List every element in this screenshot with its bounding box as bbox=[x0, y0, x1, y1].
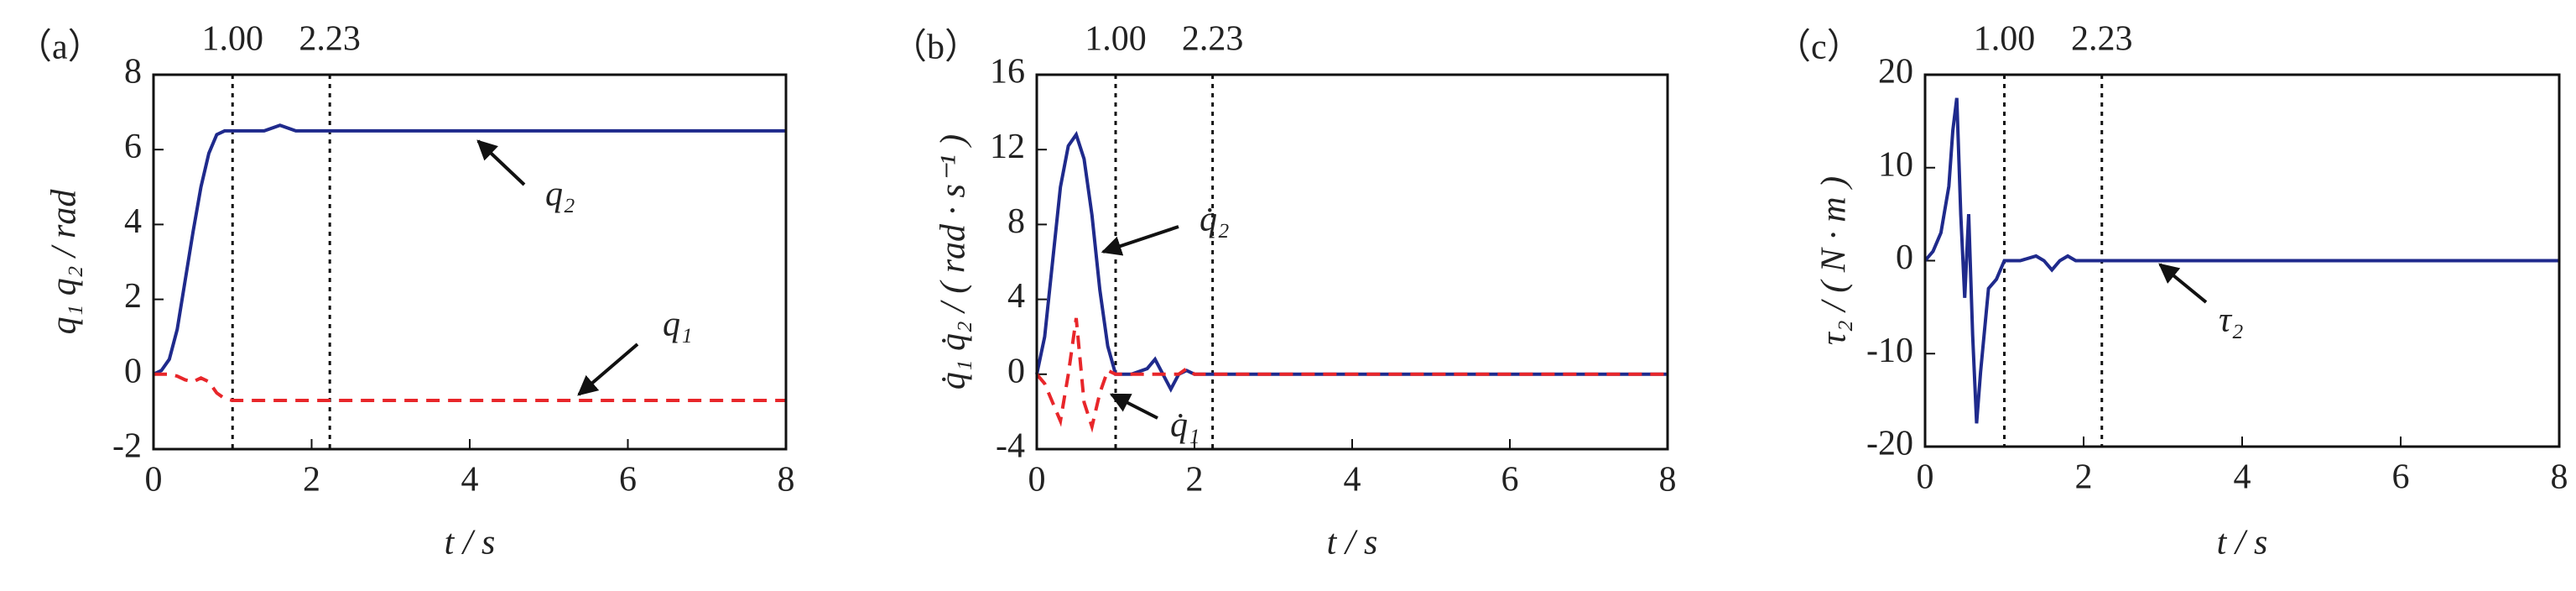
annotation-arrow bbox=[1101, 225, 1179, 256]
x-tick-label: 6 bbox=[1501, 461, 1519, 499]
y-tick-label: 0 bbox=[124, 352, 142, 390]
line bbox=[153, 123, 786, 376]
y-tick-label: -4 bbox=[996, 427, 1025, 466]
y-tick-label: 4 bbox=[1007, 277, 1025, 316]
y-axis-label: q₁ q₂ / rad bbox=[45, 189, 84, 335]
annotation-arrow bbox=[1109, 393, 1158, 420]
y-tick-label: 0 bbox=[1896, 238, 1913, 277]
y-tick-label: 16 bbox=[990, 53, 1025, 92]
annotation-arrow bbox=[577, 343, 639, 396]
y-axis-label: τ₂ / ( N · m ) bbox=[1815, 176, 1854, 345]
line bbox=[1035, 130, 1668, 393]
x-tick-label: 2 bbox=[2075, 458, 2093, 497]
y-tick-label: 2 bbox=[124, 277, 142, 316]
reference-label: 2.23 bbox=[299, 20, 361, 59]
x-axis-label: t / s bbox=[1327, 524, 1378, 562]
x-tick-label: 6 bbox=[2392, 458, 2410, 497]
reference-label: 2.23 bbox=[2071, 20, 2133, 59]
x-axis-label: t / s bbox=[2217, 524, 2268, 562]
panel-label: （a） bbox=[17, 29, 103, 67]
plot-frame bbox=[1035, 73, 1669, 451]
annotation: q̇₂ bbox=[1200, 201, 1230, 239]
y-tick-label: 12 bbox=[990, 128, 1025, 166]
reference-label: 2.23 bbox=[1182, 20, 1244, 59]
reference-label: 1.00 bbox=[1974, 20, 2036, 59]
x-tick-label: 0 bbox=[145, 461, 163, 499]
plot-frame bbox=[1923, 73, 2561, 448]
y-tick-label: 6 bbox=[124, 128, 142, 166]
line bbox=[1035, 317, 1668, 433]
x-tick-label: 8 bbox=[1659, 461, 1677, 499]
y-tick-label: 4 bbox=[124, 202, 142, 241]
panel-label: （c） bbox=[1776, 29, 1862, 67]
reference-label: 1.00 bbox=[1085, 20, 1147, 59]
x-tick-label: 4 bbox=[461, 461, 479, 499]
x-tick-label: 4 bbox=[1344, 461, 1361, 499]
x-tick-label: 4 bbox=[2234, 458, 2251, 497]
annotation-arrow bbox=[2158, 263, 2208, 304]
line bbox=[1923, 97, 2559, 424]
y-tick-label: 20 bbox=[1878, 53, 1913, 92]
y-tick-label: 8 bbox=[124, 53, 142, 92]
x-tick-label: 2 bbox=[303, 461, 320, 499]
x-tick-label: 6 bbox=[619, 461, 637, 499]
y-tick-label: 8 bbox=[1007, 202, 1025, 241]
y-tick-label: -10 bbox=[1866, 332, 1913, 370]
x-tick-label: 0 bbox=[1917, 458, 1934, 497]
y-tick-label: -20 bbox=[1866, 425, 1913, 463]
x-tick-label: 2 bbox=[1186, 461, 1204, 499]
annotation-arrow bbox=[476, 139, 526, 186]
y-tick-label: 10 bbox=[1878, 145, 1913, 184]
panel-label: （b） bbox=[892, 29, 980, 67]
x-tick-label: 0 bbox=[1028, 461, 1046, 499]
line bbox=[154, 372, 786, 403]
annotation: τ₂ bbox=[2219, 301, 2244, 340]
x-tick-label: 8 bbox=[2551, 458, 2568, 497]
reference-label: 1.00 bbox=[202, 20, 264, 59]
annotation: q₂ bbox=[545, 175, 575, 214]
y-axis-label: q̇₁ q̇₂ / ( rad · s⁻¹ ) bbox=[934, 134, 973, 390]
x-tick-label: 8 bbox=[778, 461, 795, 499]
plot-frame bbox=[152, 73, 788, 451]
x-axis-label: t / s bbox=[445, 524, 496, 562]
y-tick-label: 0 bbox=[1007, 352, 1025, 390]
y-tick-label: -2 bbox=[112, 427, 142, 466]
annotation: q₁ bbox=[663, 306, 693, 344]
annotation: q̇₁ bbox=[1170, 406, 1200, 445]
